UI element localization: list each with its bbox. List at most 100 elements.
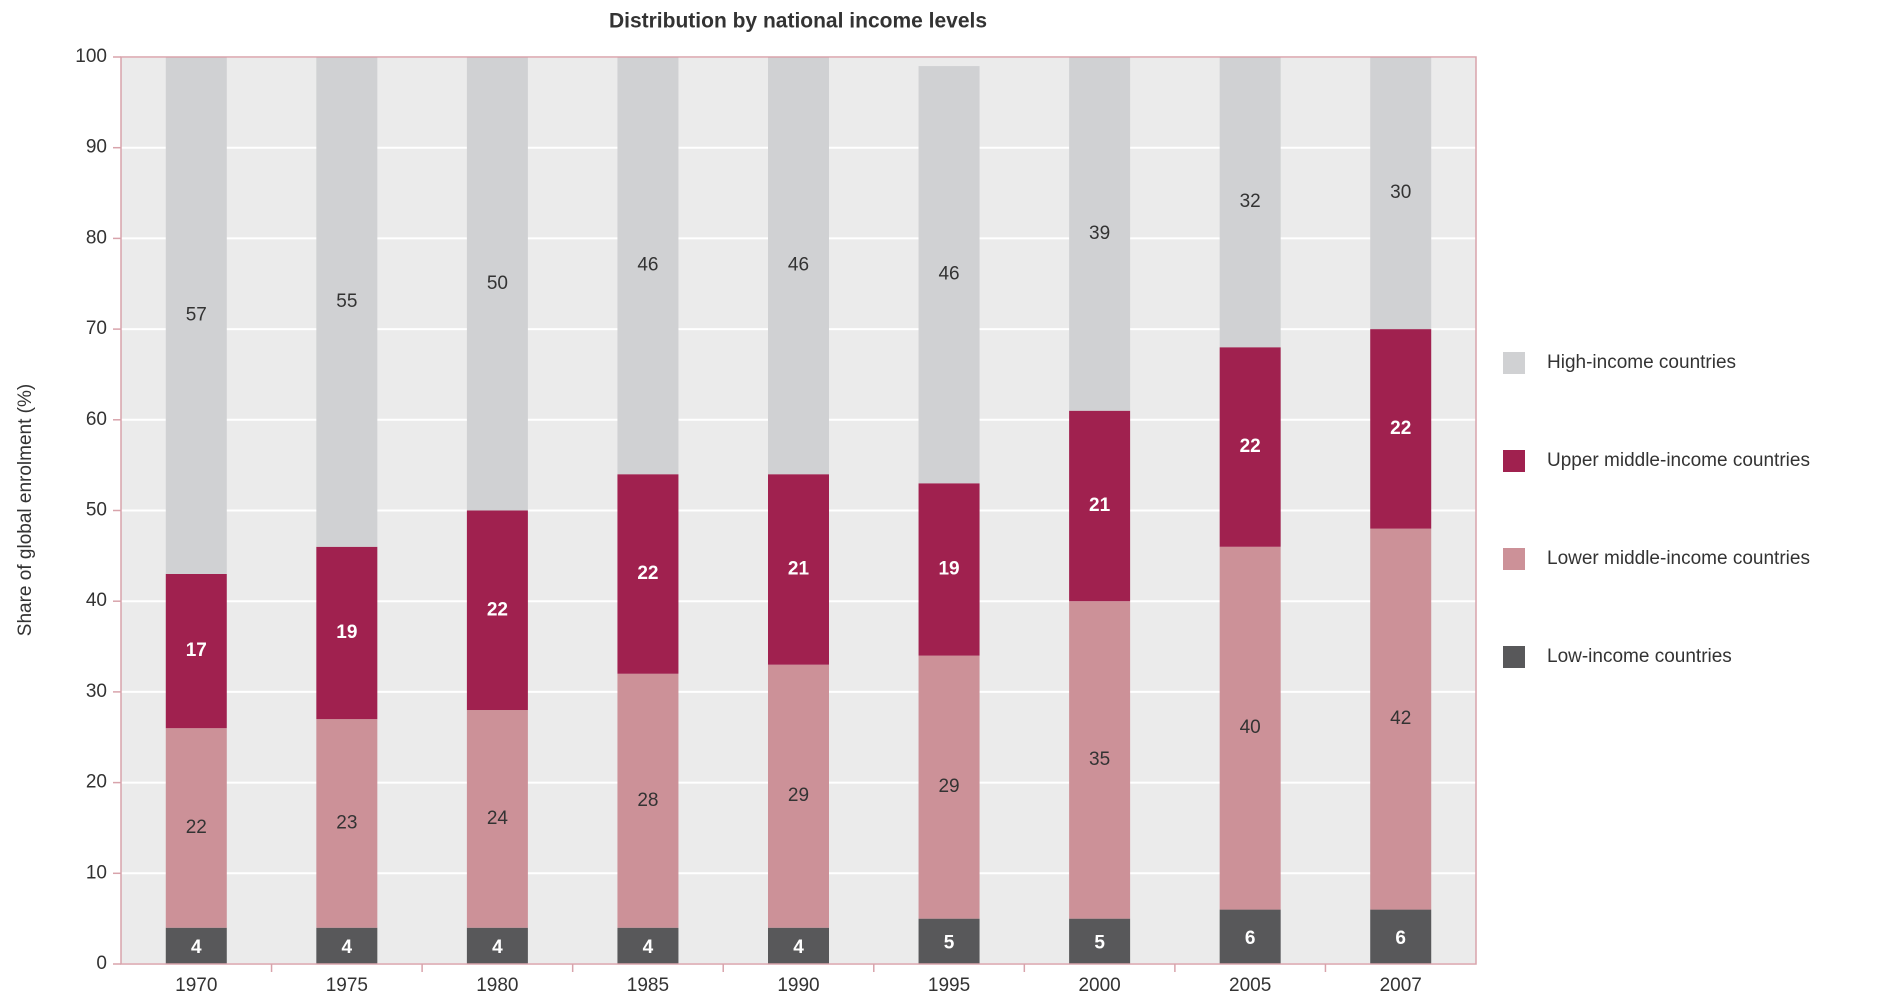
bar-segment <box>768 474 829 665</box>
bar-segment <box>1370 909 1432 964</box>
legend-label: Upper middle-income countries <box>1547 450 1810 471</box>
legend-swatch <box>1503 450 1525 472</box>
x-tick-label: 1985 <box>627 975 669 995</box>
y-tick-label: 100 <box>75 46 107 67</box>
data-label: 46 <box>938 264 959 285</box>
bar-segment <box>768 927 829 964</box>
y-tick-label: 60 <box>86 409 107 430</box>
x-tick-label: 2000 <box>1078 975 1120 995</box>
bar-segment <box>466 927 528 964</box>
legend-label: Lower middle-income countries <box>1547 548 1810 569</box>
bar-segment <box>165 57 227 574</box>
y-tick-label: 40 <box>86 590 107 611</box>
bar-segment <box>316 927 378 964</box>
data-label: 32 <box>1240 191 1261 212</box>
bar-segment <box>165 573 227 729</box>
bar-segment <box>768 664 829 928</box>
bar-segment <box>617 57 679 475</box>
bar-segment <box>617 673 679 928</box>
bar-segment <box>918 66 980 484</box>
y-tick-label: 10 <box>86 862 107 883</box>
data-label: 28 <box>637 790 658 811</box>
data-label: 22 <box>1390 418 1411 439</box>
bar-segment <box>1219 909 1281 964</box>
data-label: 35 <box>1089 749 1110 770</box>
data-label: 4 <box>492 937 503 958</box>
data-label: 17 <box>186 640 207 661</box>
data-label: 39 <box>1089 223 1110 244</box>
y-tick-label: 20 <box>86 772 107 793</box>
x-tick-label: 2005 <box>1229 975 1271 995</box>
data-label: 50 <box>487 273 508 294</box>
y-tick-label: 30 <box>86 681 107 702</box>
bar-segment <box>918 655 980 919</box>
data-label: 22 <box>487 599 508 620</box>
data-label: 19 <box>938 558 959 579</box>
data-label: 19 <box>336 622 357 643</box>
data-label: 46 <box>637 255 658 276</box>
legend-label: High-income countries <box>1547 352 1736 373</box>
y-axis-label: Share of global enrolment (%) <box>15 384 36 636</box>
y-tick-label: 80 <box>86 227 107 248</box>
bar-segment <box>466 57 528 511</box>
bar-segment <box>1370 57 1432 330</box>
bar-segment <box>316 546 378 720</box>
legend-label: Low-income countries <box>1547 646 1732 667</box>
bar-segment <box>1069 918 1131 964</box>
bar-segment <box>316 57 378 547</box>
data-label: 29 <box>938 776 959 797</box>
x-tick-label: 1980 <box>476 975 518 995</box>
x-tick-label: 1975 <box>326 975 368 995</box>
x-tick-label: 2007 <box>1380 975 1422 995</box>
data-label: 5 <box>944 932 955 953</box>
bar-segment <box>1219 347 1281 547</box>
bar-segment <box>918 918 980 964</box>
data-label: 6 <box>1245 928 1256 949</box>
bar-segment <box>918 483 980 656</box>
data-label: 29 <box>788 785 809 806</box>
bar-segment <box>1069 410 1131 602</box>
y-tick-label: 90 <box>86 137 107 158</box>
y-tick-label: 0 <box>96 953 107 974</box>
data-label: 30 <box>1390 182 1411 203</box>
bar-segment <box>1219 546 1281 910</box>
x-tick-label: 1970 <box>175 975 217 995</box>
data-label: 5 <box>1094 932 1105 953</box>
data-label: 22 <box>637 563 658 584</box>
bar-segment <box>466 510 528 711</box>
bar-segment <box>466 710 528 928</box>
data-label: 6 <box>1395 928 1406 949</box>
bar-segment <box>768 57 829 475</box>
labels: 0102030405060708090100197042217571975423… <box>75 46 1810 995</box>
legend-swatch <box>1503 646 1525 668</box>
legend-swatch <box>1503 548 1525 570</box>
data-label: 40 <box>1240 717 1261 738</box>
chart-title: Distribution by national income levels <box>609 10 987 33</box>
x-tick-label: 1990 <box>777 975 819 995</box>
legend-swatch <box>1503 352 1525 374</box>
bar-segment <box>1069 57 1131 411</box>
data-label: 4 <box>191 937 202 958</box>
bar-segment <box>617 474 679 674</box>
bar-segment <box>617 927 679 964</box>
bar-segment <box>316 719 378 928</box>
data-label: 22 <box>1240 436 1261 457</box>
data-label: 42 <box>1390 708 1411 729</box>
data-label: 55 <box>336 291 357 312</box>
data-label: 4 <box>342 937 353 958</box>
y-tick-label: 50 <box>86 500 107 521</box>
y-tick-label: 70 <box>86 318 107 339</box>
data-label: 21 <box>1089 495 1111 516</box>
bar-segment <box>1370 329 1432 529</box>
x-tick-label: 1995 <box>928 975 970 995</box>
bar-segment <box>1069 601 1131 919</box>
bars <box>165 57 1432 964</box>
bar-segment <box>165 728 227 928</box>
data-label: 24 <box>487 808 509 829</box>
data-label: 22 <box>186 817 207 838</box>
data-label: 46 <box>788 255 809 276</box>
data-label: 21 <box>788 558 810 579</box>
data-label: 23 <box>336 812 357 833</box>
bar-segment <box>1370 528 1432 910</box>
data-label: 57 <box>186 305 207 326</box>
